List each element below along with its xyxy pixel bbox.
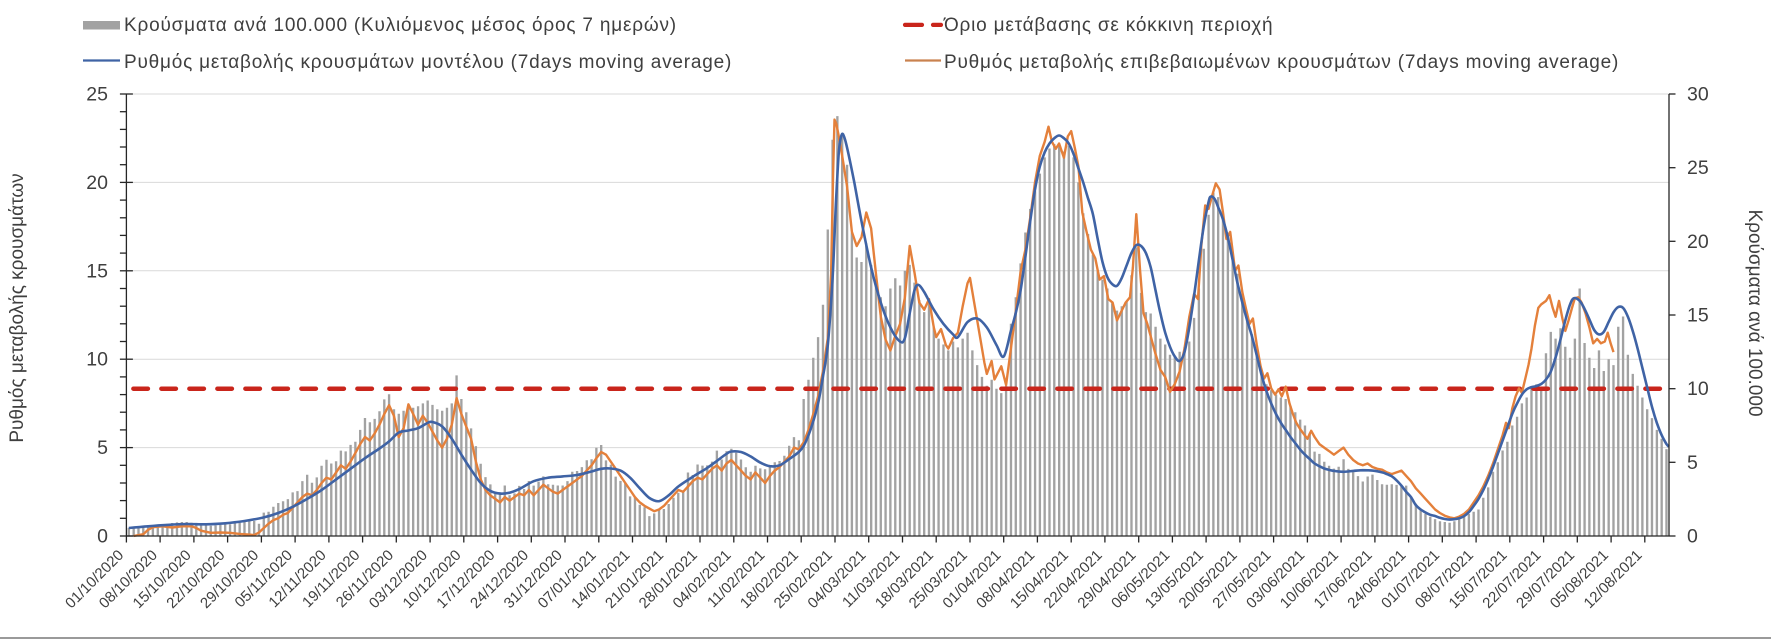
svg-text:15: 15	[86, 260, 108, 282]
svg-text:20: 20	[86, 172, 108, 194]
svg-text:0: 0	[1687, 526, 1698, 548]
svg-text:Κρούσματα ανά 100.000: Κρούσματα ανά 100.000	[1744, 209, 1765, 416]
svg-text:0: 0	[97, 526, 108, 548]
svg-text:5: 5	[97, 437, 108, 459]
svg-text:10: 10	[86, 349, 108, 371]
svg-text:Κρούσματα ανά 100.000 (Κυλιόμε: Κρούσματα ανά 100.000 (Κυλιόμενος μέσος …	[124, 15, 677, 36]
svg-text:15: 15	[1687, 305, 1709, 327]
svg-text:Ρυθμός μεταβολής επιβεβαιωμένω: Ρυθμός μεταβολής επιβεβαιωμένων κρουσμάτ…	[944, 52, 1619, 73]
svg-text:30: 30	[1687, 84, 1709, 106]
svg-text:Όριο μετάβασης σε κόκκινη περι: Όριο μετάβασης σε κόκκινη περιοχή	[943, 15, 1273, 36]
svg-text:10: 10	[1687, 378, 1709, 400]
svg-text:20: 20	[1687, 231, 1709, 253]
svg-text:25: 25	[1687, 157, 1709, 179]
svg-text:Ρυθμός μεταβολής κρουσμάτων μο: Ρυθμός μεταβολής κρουσμάτων μοντέλου (7d…	[124, 52, 732, 73]
svg-text:5: 5	[1687, 452, 1698, 474]
svg-text:Ρυθμός μεταβολής κρουσμάτων: Ρυθμός μεταβολής κρουσμάτων	[7, 173, 28, 442]
svg-text:25: 25	[86, 84, 108, 106]
